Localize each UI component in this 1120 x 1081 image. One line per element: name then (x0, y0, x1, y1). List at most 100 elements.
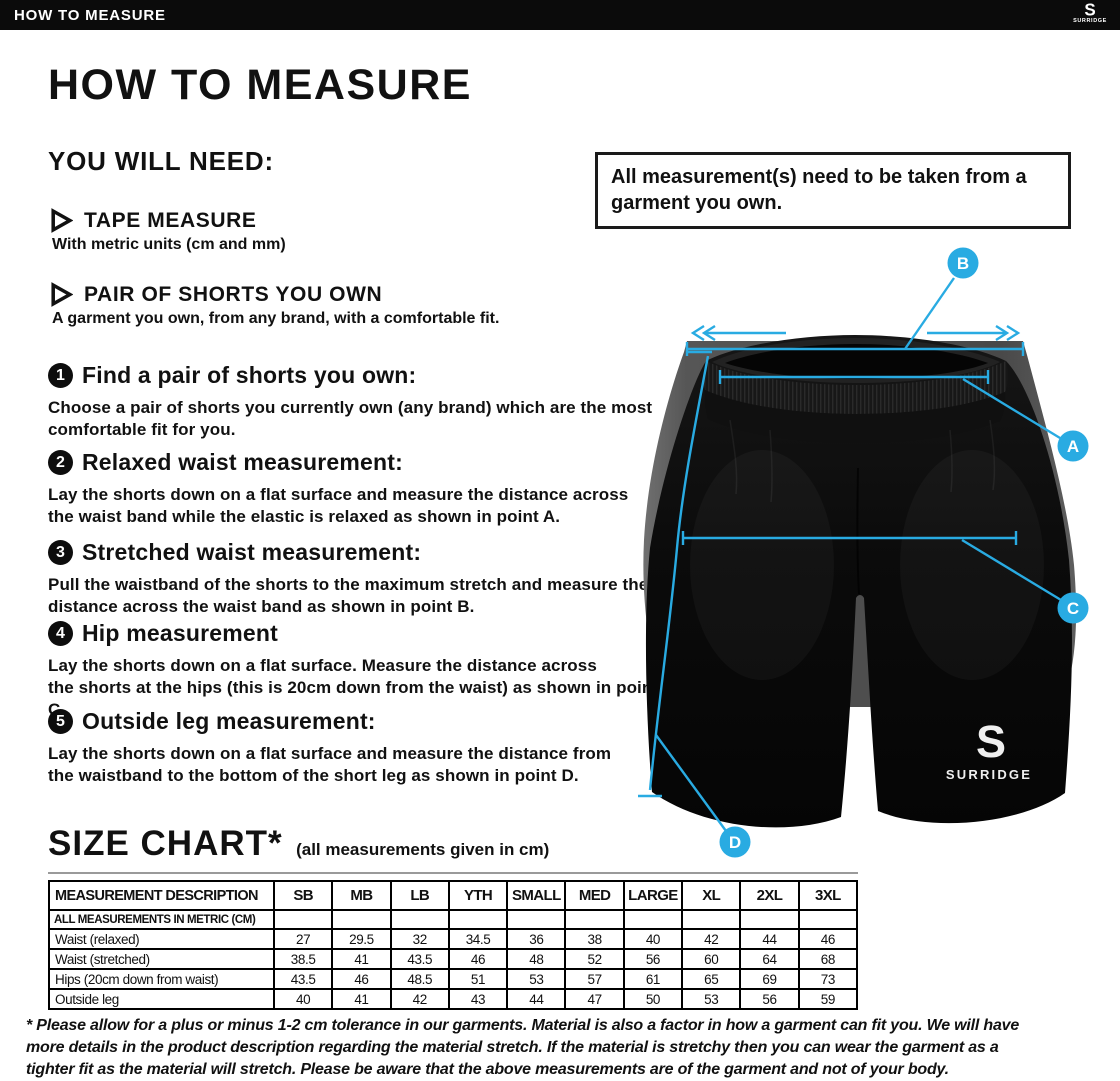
outside-leg-line (648, 355, 710, 791)
size-chart-title: SIZE CHART* (48, 824, 283, 863)
cell: 51 (447, 968, 509, 990)
cell: 65 (681, 968, 742, 990)
shorts-photo: S SURRIDGE (645, 335, 1072, 828)
chevron-right-icon (995, 324, 1010, 342)
cell: 46 (331, 968, 392, 990)
step-body-line: distance across the waist band as shown … (48, 597, 475, 616)
cell: 73 (797, 968, 859, 990)
leader-c (961, 538, 1062, 602)
shorts-logo-text: SURRIDGE (946, 767, 1032, 782)
need-item-shorts: PAIR OF SHORTS YOU OWN A garment you own… (48, 282, 499, 328)
need-item-subtitle: A garment you own, from any brand, with … (52, 310, 500, 327)
cell: 47 (564, 988, 625, 1010)
step-body: Pull the waistband of the shorts to the … (48, 574, 673, 618)
step-title: Stretched waist measurement: (82, 539, 422, 565)
col-header: LB (389, 880, 450, 911)
step-number-badge: 2 (48, 450, 73, 475)
row-label: Hips (20cm down from waist) (48, 968, 275, 990)
cell: 68 (797, 948, 859, 970)
step-2: 2 Relaxed waist measurement: Lay the sho… (48, 449, 673, 528)
step-body: Lay the shorts down on a flat surface. M… (48, 655, 673, 721)
disclaimer-line: * Please allow for a plus or minus 1-2 c… (26, 1017, 1020, 1034)
size-chart-subtitle: (all measurements given in cm) (296, 840, 550, 859)
step-body-line: Lay the shorts down on a flat surface an… (48, 744, 612, 763)
need-item-title: TAPE MEASURE (84, 208, 257, 232)
step-body-line: Choose a pair of shorts you currently ow… (48, 398, 653, 417)
cell: 38 (564, 928, 625, 950)
step-1: 1 Find a pair of shorts you own: Choose … (48, 362, 673, 441)
step-body: Lay the shorts down on a flat surface an… (48, 743, 673, 787)
disclaimer-line: more details in the product description … (26, 1039, 999, 1056)
col-header: XL (681, 880, 742, 911)
step-number-badge: 4 (48, 621, 73, 646)
play-triangle-icon (51, 282, 73, 307)
tolerance-disclaimer: * Please allow for a plus or minus 1-2 c… (26, 1015, 1106, 1081)
cell: 64 (739, 948, 800, 970)
point-c-label: C (1067, 599, 1079, 618)
cell: 44 (739, 928, 800, 950)
cell: 61 (622, 968, 684, 990)
need-item-subtitle: With metric units (cm and mm) (52, 236, 286, 253)
point-a-badge (1057, 430, 1089, 462)
cell: 43 (447, 988, 509, 1010)
cell: 27 (272, 928, 334, 950)
cell: 38.5 (272, 948, 334, 970)
cell: 43.5 (272, 968, 334, 990)
top-bar: HOW TO MEASURE S SURRIDGE (0, 0, 1120, 30)
disclaimer-line: tighter fit as the material will stretch… (26, 1061, 949, 1078)
shorts-leg-logo: S SURRIDGE (946, 716, 1032, 782)
step-title: Relaxed waist measurement: (82, 449, 403, 475)
need-item-title: PAIR OF SHORTS YOU OWN (84, 282, 383, 306)
step-body-line: the waistband to the bottom of the short… (48, 766, 579, 785)
cell: 48 (506, 948, 567, 970)
cell: 53 (506, 968, 567, 990)
size-chart-heading: SIZE CHART* (all measurements given in c… (48, 824, 549, 864)
step-body-line: the waist band while the elastic is rela… (48, 507, 561, 526)
point-b-badge (947, 247, 979, 279)
col-header: YTH (447, 880, 509, 911)
table-header-row: MEASUREMENT DESCRIPTION SB MB LB YTH SMA… (48, 880, 859, 911)
cell: 69 (739, 968, 800, 990)
table-row: Waist (relaxed) 27 29.5 32 34.5 36 38 40… (48, 928, 859, 950)
point-d-badge (719, 826, 751, 858)
cell: 43.5 (389, 948, 450, 970)
point-a-label: A (1067, 437, 1079, 456)
cell: 29.5 (331, 928, 392, 950)
cell: 41 (331, 988, 392, 1010)
table-row: Hips (20cm down from waist) 43.5 46 48.5… (48, 968, 859, 990)
cell: 53 (681, 988, 742, 1010)
col-header: LARGE (622, 880, 684, 911)
shorts-logo-s: S (976, 716, 1006, 767)
cell: 40 (272, 988, 334, 1010)
step-3: 3 Stretched waist measurement: Pull the … (48, 539, 673, 618)
cell: 36 (506, 928, 567, 950)
surridge-logo-icon: S SURRIDGE (1066, 1, 1114, 25)
cell: 50 (622, 988, 684, 1010)
step-title: Find a pair of shorts you own: (82, 362, 417, 388)
cell: 46 (797, 928, 859, 950)
step-4: 4 Hip measurement Lay the shorts down on… (48, 620, 673, 721)
cell: 52 (564, 948, 625, 970)
col-header: 3XL (797, 880, 859, 911)
point-c-badge (1057, 592, 1089, 624)
cell: 34.5 (447, 928, 509, 950)
point-badges: B A C D (719, 247, 1089, 858)
col-header: MEASUREMENT DESCRIPTION (48, 880, 275, 911)
metric-note: ALL MEASUREMENTS IN METRIC (CM) (48, 909, 275, 930)
step-body-line: comfortable fit for you. (48, 420, 236, 439)
chevron-left-icon (690, 324, 705, 342)
surridge-s-glyph: S (1084, 0, 1096, 20)
leader-d (655, 734, 727, 832)
chevron-right-icon (1006, 324, 1021, 342)
step-number-badge: 3 (48, 540, 73, 565)
cell: 46 (447, 948, 509, 970)
step-title: Outside leg measurement: (82, 708, 376, 734)
cell: 56 (622, 948, 684, 970)
step-body-line: Pull the waistband of the shorts to the … (48, 575, 649, 594)
leader-b (904, 277, 955, 350)
step-body-line: Lay the shorts down on a flat surface. M… (48, 656, 597, 675)
page-title: HOW TO MEASURE (48, 61, 472, 109)
col-header: MB (331, 880, 392, 911)
you-will-need-heading: YOU WILL NEED: (48, 146, 274, 176)
divider-rule (48, 872, 858, 874)
